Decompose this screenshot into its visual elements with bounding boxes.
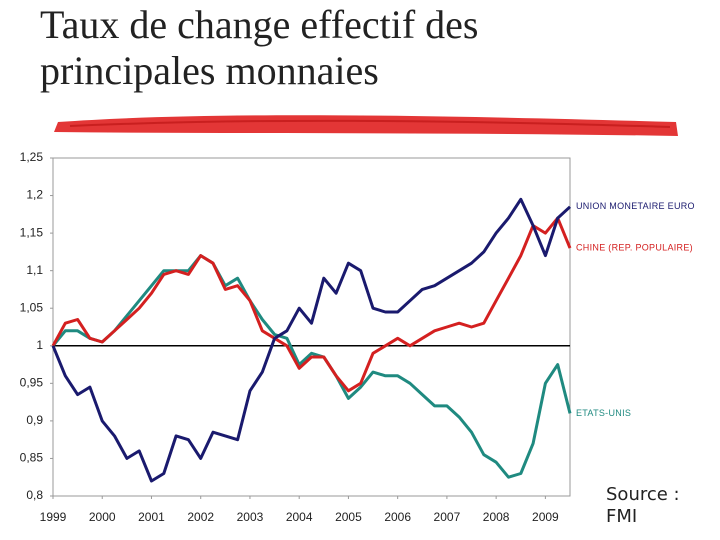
brush-stroke (54, 115, 678, 136)
x-tick-label: 2004 (286, 510, 313, 524)
series-line (51, 254, 572, 479)
y-tick-label: 0,8 (26, 488, 43, 502)
x-tick-label: 2000 (89, 510, 116, 524)
x-tick-label: 2002 (187, 510, 214, 524)
y-tick-label: 1 (36, 338, 43, 352)
y-tick-label: 1,25 (20, 150, 44, 164)
series-line (51, 216, 572, 393)
y-tick-label: 1,15 (20, 225, 44, 239)
y-tick-label: 0,95 (20, 376, 44, 390)
y-tick-label: 1,05 (20, 300, 44, 314)
x-tick-label: 1999 (40, 510, 67, 524)
x-tick-label: 2003 (237, 510, 264, 524)
series-label: CHINE (REP. POPULAIRE) (576, 243, 693, 253)
y-tick-label: 1,2 (26, 188, 43, 202)
x-tick-label: 2007 (434, 510, 461, 524)
x-tick-label: 2008 (483, 510, 510, 524)
plot-frame (52, 157, 571, 497)
x-tick-label: 2009 (532, 510, 559, 524)
x-tick-label: 2005 (335, 510, 362, 524)
y-tick-label: 0,85 (20, 451, 44, 465)
series-label: UNION MONETAIRE EURO (576, 201, 695, 211)
brush-texture (69, 119, 671, 128)
source-note: Source : FMI (606, 484, 680, 527)
series-line (51, 197, 572, 483)
slide-title: Taux de change effectif des principales … (40, 2, 479, 93)
x-tick-label: 2006 (384, 510, 411, 524)
series-label: ETATS-UNIS (576, 408, 631, 418)
y-tick-label: 1,1 (26, 263, 43, 277)
x-tick-label: 2001 (138, 510, 165, 524)
y-tick-label: 0,9 (26, 413, 43, 427)
